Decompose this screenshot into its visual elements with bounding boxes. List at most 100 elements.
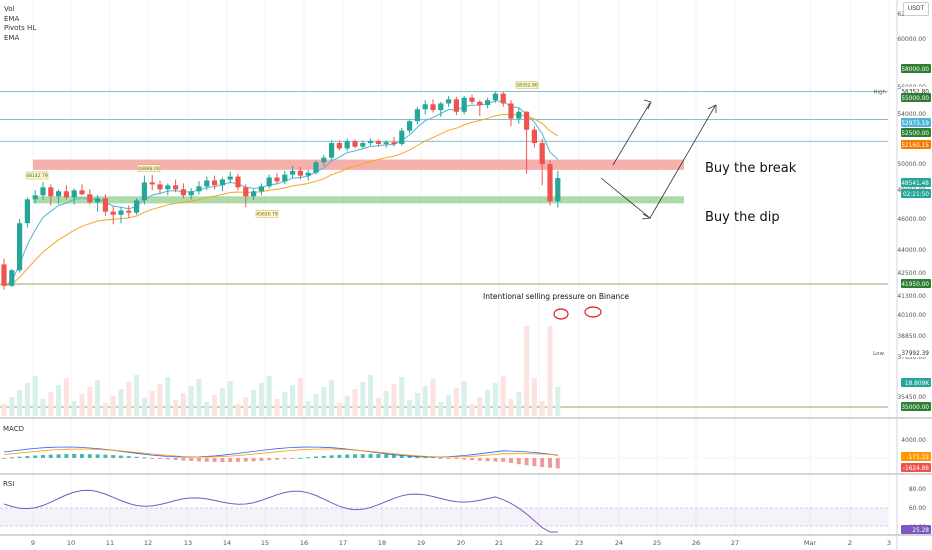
macd-hist-bar [134,456,139,458]
candle [196,181,202,195]
pivot-text: 45620.79 [256,211,278,217]
volume-badge: 18.809K [901,378,931,387]
macd-pane [0,446,888,469]
level-55000-badge: 55000.00 [901,93,931,102]
time-tick: 25 [653,539,661,547]
low-prefix: Low [873,351,884,357]
candle-body [329,143,335,158]
candle [173,179,179,193]
macd-hist-bar [95,454,100,458]
candle-body [56,191,62,197]
macd-hist-bar [384,454,389,458]
horizontal-levels [0,91,888,408]
macd-hist-bar [165,458,170,460]
time-tick: 24 [615,539,623,547]
macd-hist-bar [485,458,490,462]
candle [446,96,452,107]
macd-hist-bar [392,454,396,458]
macd-hist-bar [9,457,14,459]
macd-hist-bar [337,454,342,458]
macd-line-badge: -171.22 [901,452,931,461]
pivot-text: 48888.00 [138,166,160,172]
macd-hist-bar [462,458,467,460]
low-badge-text: 37992.39 [901,351,929,357]
volume-bar [391,384,397,416]
annotation-dip: Buy the dip [705,210,780,225]
time-tick: 26 [692,539,700,547]
legend-ema-1[interactable]: EMA [4,14,20,23]
candle-body [110,211,116,215]
currency-button[interactable]: USDT [903,2,929,16]
volume-bar [477,397,483,416]
legend-ema-2[interactable]: EMA [4,33,20,42]
volume-bar [48,392,54,416]
candle-body [212,180,218,186]
macd-line [3,446,558,458]
candle [102,194,108,216]
macd-hist-bar [228,458,233,462]
indicator-legend: Vol EMA Pivots HL EMA [4,5,36,43]
candle [485,97,491,109]
candle-body [407,121,413,131]
candle-body [539,143,545,165]
ema-fast-badge-bg [901,118,931,127]
macd-hist-bar [17,456,22,458]
candle-body [219,179,225,186]
legend-pivots[interactable]: Pivots HL [4,24,37,32]
candle-body [87,194,93,203]
price-tick: 60000.00 [897,36,926,43]
volume-bar [282,392,288,416]
candle-body [485,100,491,106]
macd-hist-bar [306,457,311,459]
candle [290,166,296,179]
volume-bar [258,383,264,416]
candle [79,184,85,196]
volume-bar [9,397,15,416]
pivot-labels: 58352.80 48142.79 48888.00 45620.79 [25,81,539,218]
candle-body [446,99,452,104]
candle [24,197,30,228]
candle-body [180,189,186,196]
macd-hist-bar [275,458,279,460]
candle-body [531,129,537,144]
legend-vol[interactable]: Vol [4,5,15,13]
candle [500,92,506,107]
volume-bar [243,397,249,416]
level-58000-badge-bg [901,64,931,73]
level-55000-badge-bg [901,93,931,102]
candle [453,96,459,116]
countdown-badge: 02:21:50 [901,189,931,198]
candle [204,176,210,191]
price-zones [33,159,684,204]
candle [313,160,319,175]
volume-bar [485,390,491,416]
candle-body [282,174,288,182]
volume-bar [344,396,350,416]
candle [157,180,163,195]
macd-hist-bar [48,454,53,458]
candle-body [118,210,124,215]
volume-bar [110,396,116,416]
candle [524,110,530,174]
candle [414,106,420,125]
level-35000-badge-text: 35000.00 [901,405,929,411]
volume-bar [524,326,530,416]
candle-body [469,97,475,102]
rsi-band [0,508,888,526]
candle-body [516,111,522,119]
time-tick: 19 [417,539,425,547]
pivot-text: 58352.80 [516,83,538,89]
macd-hist-bar [555,458,560,469]
candle [399,128,405,146]
candle-body [500,93,506,104]
volume-bar [173,400,179,416]
candle-body [438,103,444,111]
candle [32,190,38,204]
volume-bar [235,404,241,416]
price-tick: 41300.00 [897,293,926,300]
candle [1,258,7,290]
pivot-label: 45620.79 [255,210,279,218]
candle [297,167,303,180]
candle-body [126,210,132,213]
